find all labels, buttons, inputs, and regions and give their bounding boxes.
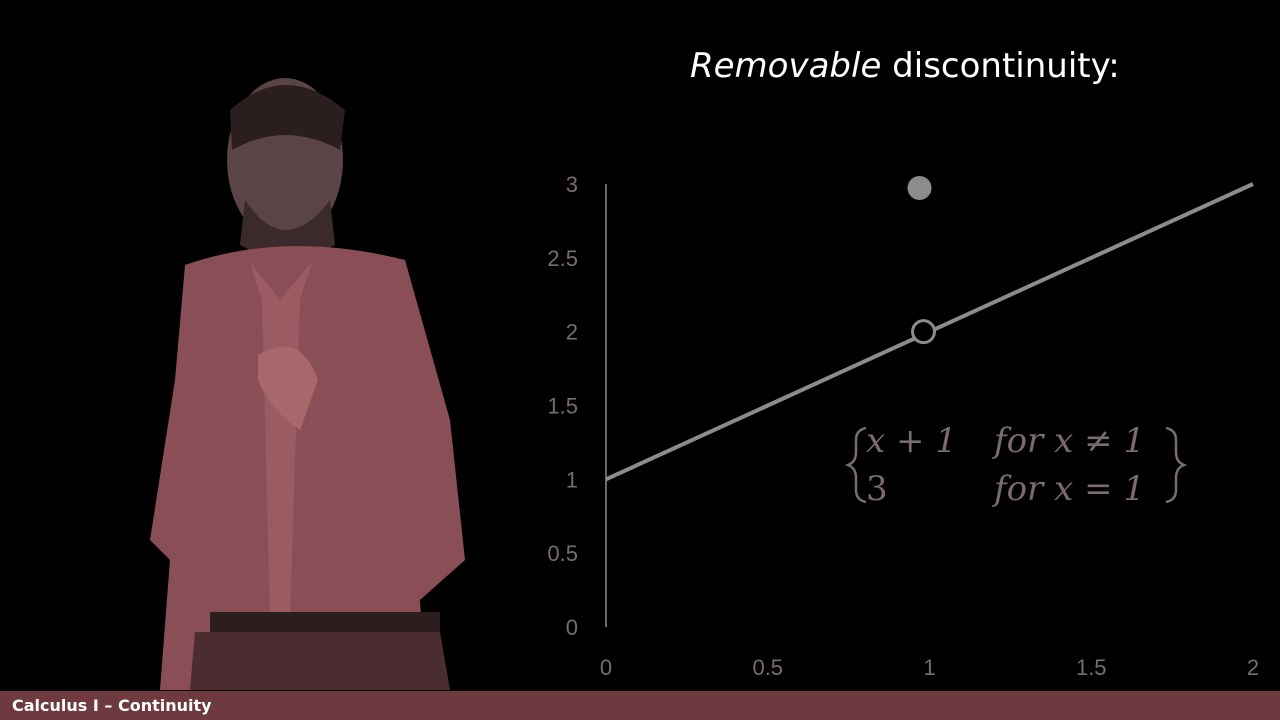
x-tick-label: 1 <box>923 655 935 680</box>
row1-condition: for x ≠ 1 <box>991 421 1145 461</box>
presenter-figure <box>150 78 465 690</box>
left-brace <box>844 426 867 504</box>
y-tick-label: 0.5 <box>547 541 578 566</box>
piecewise-definition: x + 1 for x ≠ 1 3 for x = 1 <box>844 421 1188 509</box>
y-tick-label: 2 <box>566 320 578 345</box>
right-brace <box>1165 426 1188 504</box>
x-tick-label: 0 <box>600 655 612 680</box>
x-tick-label: 2 <box>1247 655 1259 680</box>
y-tick-label: 3 <box>566 172 578 197</box>
row2-expression: 3 <box>866 469 888 509</box>
slide-title-rest: discontinuity: <box>881 46 1120 86</box>
footer-bar: Calculus I – Continuity <box>0 691 1280 720</box>
y-tick-label: 0 <box>566 615 578 640</box>
y-tick-label: 1 <box>566 467 578 492</box>
slide-title-emphasis: Removable <box>690 46 882 86</box>
footer-course-label: Calculus I – Continuity <box>12 696 212 715</box>
y-tick-label: 2.5 <box>547 246 578 271</box>
hole-point <box>911 319 936 345</box>
row2-condition: for x = 1 <box>991 469 1145 509</box>
slide-title: Removable discontinuity: <box>690 46 1120 86</box>
y-tick-label: 1.5 <box>547 394 578 419</box>
defined-point <box>907 176 932 200</box>
x-tick-label: 0.5 <box>752 655 783 680</box>
row1-expression: x + 1 <box>866 421 957 461</box>
function-graph: 0 0.5 1 1.5 2 2.5 3 0 0.5 1 1.5 2 <box>547 172 1259 680</box>
x-tick-label: 1.5 <box>1076 655 1107 680</box>
